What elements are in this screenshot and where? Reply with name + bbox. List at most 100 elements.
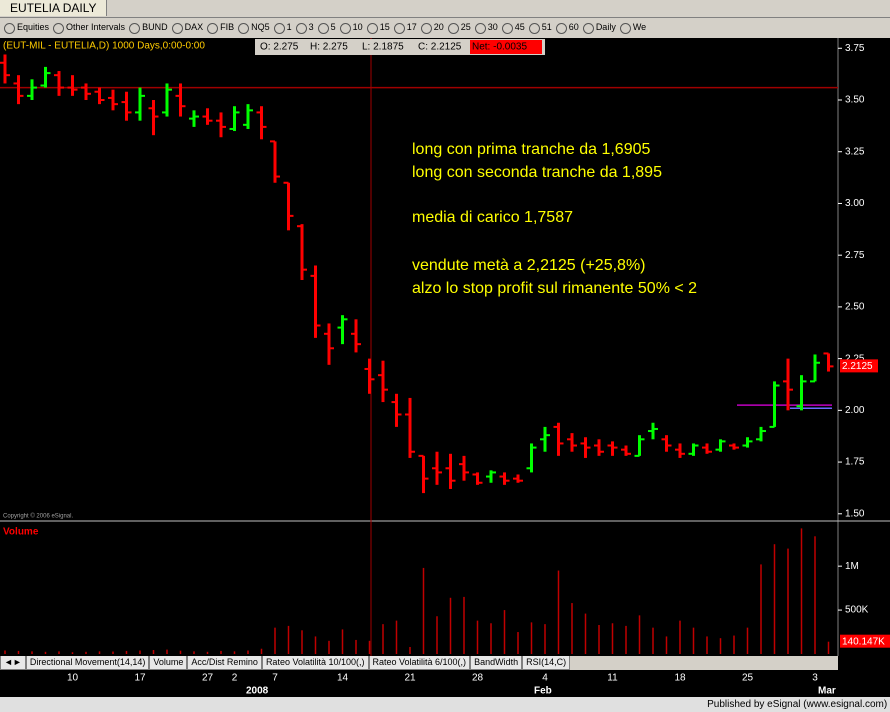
icon xyxy=(619,22,631,34)
x-tick-label: 14 xyxy=(337,673,349,684)
toolbar-label: DAX xyxy=(184,22,204,33)
interval-button[interactable]: We xyxy=(619,22,646,34)
interval-label: Daily xyxy=(595,22,616,33)
toolbar-label: BUND xyxy=(142,22,168,33)
interval-label: 25 xyxy=(460,22,471,33)
period-label: 2008 xyxy=(246,686,269,697)
indicator-tab[interactable]: Rateo Volatilità 10/100(,) xyxy=(261,656,369,670)
interval-label: 17 xyxy=(406,22,417,33)
icon xyxy=(528,22,540,34)
title-bar: EUTELIA DAILY xyxy=(0,0,890,18)
last-price-box xyxy=(840,359,878,373)
interval-button[interactable]: 51 xyxy=(528,22,552,34)
ohlc-readout: H: 2.275 xyxy=(310,42,348,53)
x-tick-label: 27 xyxy=(202,673,214,684)
x-tick-label: 10 xyxy=(67,673,79,684)
toolbar-label: Equities xyxy=(17,22,50,33)
interval-button[interactable]: 60 xyxy=(555,22,579,34)
ohlc-readout: O: 2.275 xyxy=(260,42,299,53)
net-readout: Net: -0.0035 xyxy=(472,42,527,53)
tab-nav[interactable]: ◄► xyxy=(0,656,26,670)
y-tick-label: 1M xyxy=(845,561,859,572)
footer: Published by eSignal (www.esignal.com) xyxy=(0,697,890,712)
interval-label: 15 xyxy=(379,22,390,33)
y-tick-label: 2.00 xyxy=(845,405,865,416)
toolbar-label: FIB xyxy=(220,22,235,33)
icon xyxy=(582,22,594,34)
x-tick-label: 4 xyxy=(542,673,548,684)
interval-button[interactable]: Daily xyxy=(582,22,616,34)
copyright: Copyright © 2006 eSignal. xyxy=(3,513,73,520)
annotation: alzo lo stop profit sul rimanente 50% < … xyxy=(412,280,697,297)
icon xyxy=(317,22,329,34)
indicator-tab[interactable]: Acc/Dist Remino xyxy=(187,656,262,670)
icon xyxy=(207,22,219,34)
toolbar-label: Other Intervals xyxy=(66,22,126,33)
interval-button[interactable]: 17 xyxy=(393,22,417,34)
icon xyxy=(238,22,250,34)
toolbar-item[interactable]: DAX xyxy=(171,22,204,34)
icon xyxy=(555,22,567,34)
y-tick-label: 3.25 xyxy=(845,146,865,157)
interval-button[interactable]: 1 xyxy=(273,22,292,34)
indicator-tab[interactable]: Rateo Volatilità 6/100(,) xyxy=(368,656,471,670)
annotation: media di carico 1,7587 xyxy=(412,209,573,226)
x-tick-label: 11 xyxy=(607,673,618,684)
indicator-tabs: ◄► Directional Movement(14,14) Volume Acc/D… xyxy=(0,656,838,670)
y-tick-label: 1.50 xyxy=(845,508,865,519)
toolbar-item[interactable]: Other Intervals xyxy=(53,22,126,34)
period-label: Feb xyxy=(534,686,552,697)
interval-label: 51 xyxy=(541,22,552,33)
icon xyxy=(420,22,432,34)
icon xyxy=(53,22,65,34)
y-tick-label: 3.50 xyxy=(845,95,865,106)
x-tick-label: 3 xyxy=(812,673,818,684)
last-price-label: 2.2125 xyxy=(842,361,873,372)
indicator-tab[interactable]: Directional Movement(14,14) xyxy=(25,656,150,670)
symbol-header: (EUT-MIL - EUTELIA,D) 1000 Days,0:00-0:0… xyxy=(3,41,205,52)
icon xyxy=(447,22,459,34)
icon xyxy=(273,22,285,34)
last-value-label: 140.147K xyxy=(842,636,885,647)
indicator-tab[interactable]: Volume xyxy=(149,656,188,670)
ohlc-readout: C: 2.2125 xyxy=(418,42,462,53)
annotation: vendute metà a 2,2125 (+25,8%) xyxy=(412,257,646,274)
x-tick-label: 28 xyxy=(472,673,484,684)
publisher: Published by eSignal (www.esignal.com) xyxy=(707,699,888,710)
indicator-tab[interactable]: BandWidth xyxy=(470,656,523,670)
x-tick-label: 7 xyxy=(272,673,278,684)
interval-label: 60 xyxy=(568,22,579,33)
interval-label: 5 xyxy=(330,22,336,33)
interval-label: 10 xyxy=(352,22,363,33)
interval-button[interactable]: 20 xyxy=(420,22,444,34)
y-tick-label: 2.75 xyxy=(845,250,865,261)
interval-button[interactable]: 3 xyxy=(295,22,314,34)
interval-button[interactable]: 15 xyxy=(366,22,390,34)
y-tick-label: 2.50 xyxy=(845,302,865,313)
period-label: Mar xyxy=(818,686,836,697)
interval-button[interactable]: 30 xyxy=(474,22,498,34)
chart: (EUT-MIL - EUTELIA,D) 1000 Days,0:00-0:0… xyxy=(0,38,890,697)
toolbar-item[interactable]: NQ5 xyxy=(238,22,270,34)
x-tick-label: 2 xyxy=(232,673,238,684)
interval-label: 20 xyxy=(433,22,444,33)
interval-label: 1 xyxy=(286,22,292,33)
interval-label: 30 xyxy=(487,22,498,33)
toolbar-item[interactable]: FIB xyxy=(207,22,235,34)
volume-title: Volume xyxy=(3,527,39,538)
indicator-tab[interactable]: RSI(14,C) xyxy=(522,656,571,670)
toolbar-item[interactable]: Equities xyxy=(4,22,50,34)
last-value-box xyxy=(840,634,890,648)
interval-button[interactable]: 5 xyxy=(317,22,336,34)
toolbar-label: NQ5 xyxy=(251,22,270,33)
interval-button[interactable]: 25 xyxy=(447,22,471,34)
interval-label: 45 xyxy=(514,22,525,33)
x-tick-label: 25 xyxy=(742,673,754,684)
x-tick-label: 18 xyxy=(674,673,686,684)
interval-button[interactable]: 45 xyxy=(501,22,525,34)
icon xyxy=(474,22,486,34)
toolbar-item[interactable]: BUND xyxy=(129,22,168,34)
icon xyxy=(171,22,183,34)
interval-button[interactable]: 10 xyxy=(339,22,363,34)
